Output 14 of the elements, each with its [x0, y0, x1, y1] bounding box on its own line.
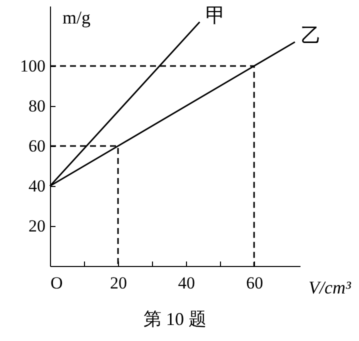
series-label: 乙 — [300, 25, 321, 47]
y-tick-label: 40 — [28, 176, 46, 196]
y-axis-title: m/g — [62, 8, 91, 28]
x-axis-title: V/cm³ — [308, 278, 352, 298]
text: 第 10 题 — [144, 309, 206, 329]
y-tick-label: 80 — [28, 96, 46, 116]
y-tick-label: 60 — [28, 136, 46, 156]
x-tick-label: 60 — [246, 274, 264, 292]
series-label: 甲 — [206, 5, 226, 27]
x-tick-label: 40 — [178, 274, 196, 292]
x-tick-label: 20 — [110, 274, 128, 292]
y-tick-label: 20 — [28, 216, 46, 236]
y-tick-label: 100 — [20, 56, 46, 76]
x-tick-label: O — [50, 274, 63, 292]
